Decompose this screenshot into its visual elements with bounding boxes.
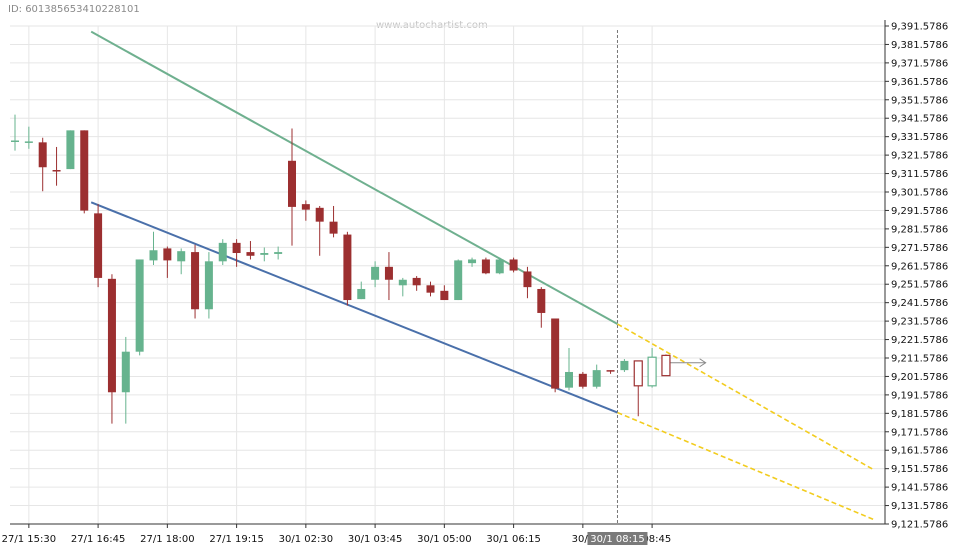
support-forecast-line: [617, 411, 875, 521]
y-tick-label: 9,141.5786: [891, 483, 948, 494]
y-tick-label: 9,361.5786: [891, 77, 948, 88]
candle: [288, 160, 296, 207]
y-tick-label: 9,371.5786: [891, 58, 948, 69]
y-tick-label: 9,251.5786: [891, 280, 948, 291]
y-tick-label: 9,131.5786: [891, 501, 948, 512]
y-tick-label: 9,391.5786: [891, 22, 948, 33]
candle: [592, 370, 601, 387]
support-line: [90, 201, 618, 414]
candle: [578, 373, 587, 387]
y-tick-label: 9,231.5786: [891, 317, 948, 328]
x-tick-label: 30/1 03:45: [348, 534, 402, 545]
axes: 9,391.5786 9,381.5786 9,371.5786 9,361.5786…: [2, 20, 948, 545]
x-tick-label: 27/1 18:00: [140, 534, 194, 545]
resistance-forecast-line: [617, 323, 875, 471]
candle: [537, 288, 546, 313]
candle: [274, 252, 283, 254]
candle: [357, 288, 366, 300]
y-tick-label: 9,261.5786: [891, 261, 948, 272]
forecast-candle: [661, 354, 671, 377]
candle: [565, 371, 573, 388]
x-tick-label: 30/1 02:30: [279, 534, 333, 545]
candle: [52, 170, 61, 172]
forecast-arrowhead: [699, 358, 707, 368]
candles: [11, 114, 671, 424]
candle: [232, 242, 241, 254]
candle: [149, 250, 158, 261]
y-tick-label: 9,311.5786: [891, 169, 948, 180]
candle: [38, 142, 47, 168]
candle: [191, 252, 200, 310]
candle: [371, 266, 380, 280]
candle: [218, 242, 227, 262]
y-tick-label: 9,301.5786: [891, 188, 948, 199]
candle: [177, 251, 186, 262]
candle: [440, 290, 449, 301]
y-tick-label: 9,171.5786: [891, 427, 948, 438]
y-tick-label: 9,121.5786: [891, 520, 948, 531]
candle: [24, 141, 33, 143]
candle: [329, 221, 338, 234]
y-tick-label: 9,291.5786: [891, 206, 948, 217]
y-tick-label: 9,381.5786: [891, 40, 948, 51]
candle: [468, 259, 477, 264]
candle: [426, 285, 435, 293]
y-tick-label: 9,191.5786: [891, 390, 948, 401]
y-tick-label: 9,321.5786: [891, 151, 948, 162]
x-tick-label: 27/1 19:15: [209, 534, 263, 545]
candle: [551, 318, 560, 389]
candle: [66, 130, 75, 170]
forecast-candle: [647, 356, 657, 387]
chart-id-label: ID: 6013856534102281​01: [8, 4, 140, 15]
candle: [94, 213, 103, 278]
y-tick-label: 9,331.5786: [891, 132, 948, 143]
candle: [481, 259, 490, 274]
y-tick-label: 9,181.5786: [891, 409, 948, 420]
forecast-candle: [633, 360, 643, 387]
y-tick-label: 9,211.5786: [891, 354, 948, 365]
y-tick-label: 9,281.5786: [891, 224, 948, 235]
y-tick-label: 9,351.5786: [891, 95, 948, 106]
candle: [454, 260, 463, 301]
resistance-line: [90, 30, 618, 325]
x-tick-label: 30/1 05:00: [417, 534, 471, 545]
candle: [301, 204, 310, 210]
candle: [398, 279, 407, 286]
candle: [495, 259, 504, 274]
candle: [80, 130, 89, 211]
candle: [315, 207, 324, 222]
x-tick-label: 27/1 16:45: [71, 534, 125, 545]
x-tick-label: 30/1 06:15: [486, 534, 540, 545]
candle: [412, 277, 421, 286]
candle: [135, 259, 144, 352]
candle: [343, 234, 352, 301]
candle: [509, 259, 518, 271]
candle: [606, 370, 615, 372]
current-time-label: 30/1 08:15: [590, 534, 644, 545]
candle: [523, 271, 532, 288]
candle: [163, 248, 172, 261]
candle: [121, 351, 130, 393]
candle: [204, 261, 213, 310]
candle: [620, 360, 629, 371]
y-tick-label: 9,341.5786: [891, 114, 948, 125]
candle: [260, 253, 269, 255]
x-tick-label: 1 08:45: [633, 534, 671, 545]
y-tick-label: 9,271.5786: [891, 243, 948, 254]
candle: [11, 140, 19, 143]
current-time-badge: [587, 532, 648, 545]
candle: [384, 266, 393, 280]
y-tick-label: 9,201.5786: [891, 372, 948, 383]
candle: [246, 252, 255, 256]
x-tick-label: 27/1 15:30: [2, 534, 56, 545]
y-tick-label: 9,221.5786: [891, 335, 948, 346]
candle: [107, 278, 116, 393]
grid: [10, 25, 885, 525]
y-tick-label: 9,161.5786: [891, 446, 948, 457]
y-tick-label: 9,151.5786: [891, 464, 948, 475]
y-tick-label: 9,241.5786: [891, 298, 948, 309]
x-tick-label: 30/1: [572, 534, 594, 545]
